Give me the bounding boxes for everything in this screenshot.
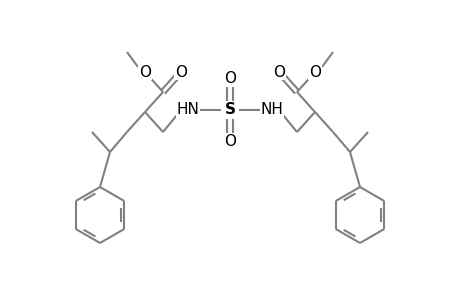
- Text: O: O: [272, 64, 285, 80]
- Text: O: O: [224, 70, 235, 86]
- Text: O: O: [308, 64, 320, 80]
- Text: O: O: [139, 64, 151, 80]
- Text: NH: NH: [260, 103, 283, 118]
- Text: HN: HN: [176, 103, 199, 118]
- Text: O: O: [224, 134, 235, 149]
- Text: S: S: [224, 103, 235, 118]
- Text: O: O: [174, 64, 187, 80]
